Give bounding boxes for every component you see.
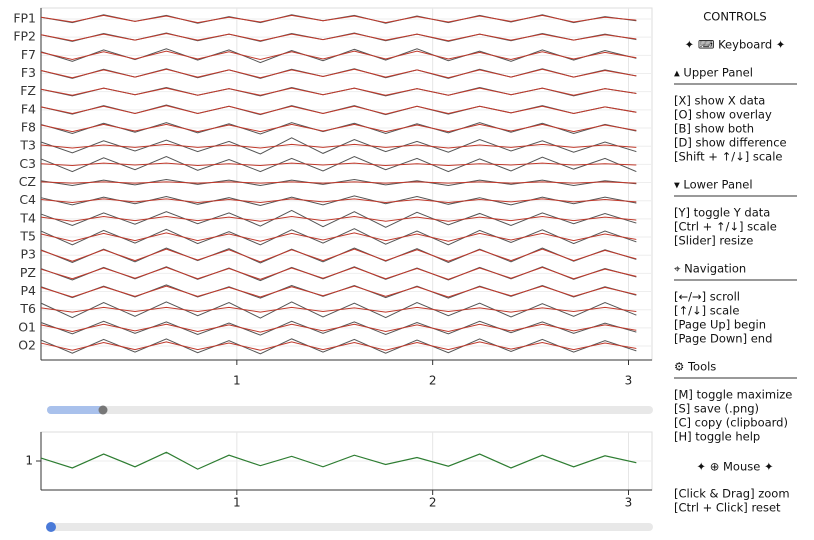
shortcut: [Ctrl + ↑/↓] scale bbox=[674, 220, 777, 234]
shortcut: [X] show X data bbox=[674, 94, 765, 108]
eeg-trace bbox=[40, 198, 637, 204]
shortcut: [Slider] resize bbox=[674, 234, 753, 248]
channel-label: CZ bbox=[19, 174, 36, 189]
x-tick-label: 1 bbox=[233, 374, 241, 388]
channel-label: O2 bbox=[18, 338, 36, 353]
eeg-trace bbox=[40, 33, 637, 42]
y-tick-label: 1 bbox=[25, 454, 33, 468]
channel-label: O1 bbox=[18, 319, 36, 334]
eeg-trace bbox=[40, 181, 637, 184]
channel-label: T3 bbox=[19, 138, 36, 153]
channel-label: FP2 bbox=[13, 29, 36, 44]
x-tick-label: 3 bbox=[625, 496, 633, 510]
eeg-trace bbox=[40, 87, 637, 96]
shortcut: [C] copy (clipboard) bbox=[674, 416, 788, 430]
channel-label: F3 bbox=[21, 65, 36, 80]
x-tick-label: 3 bbox=[625, 374, 633, 388]
channel-label: C3 bbox=[19, 156, 36, 171]
slider-fill bbox=[47, 406, 104, 414]
shortcut: [Click & Drag] zoom bbox=[674, 487, 790, 501]
eeg-trace bbox=[40, 143, 637, 149]
shortcut: [Page Down] end bbox=[674, 332, 772, 346]
shortcut: [Shift + ↑/↓] scale bbox=[674, 150, 783, 164]
eeg-trace bbox=[40, 123, 637, 133]
channel-label: P3 bbox=[21, 247, 37, 262]
channel-label: T6 bbox=[19, 301, 36, 316]
x-tick-label: 2 bbox=[429, 496, 437, 510]
channel-label: T4 bbox=[19, 210, 36, 225]
eeg-trace bbox=[40, 179, 637, 187]
shortcut: [Y] toggle Y data bbox=[674, 206, 770, 220]
slider-track[interactable] bbox=[47, 406, 653, 414]
shortcut: [D] show difference bbox=[674, 136, 787, 150]
channel-label: F8 bbox=[21, 120, 36, 135]
eeg-trace bbox=[40, 266, 637, 280]
shortcut: [Page Up] begin bbox=[674, 318, 766, 332]
section-heading: ▾ Lower Panel bbox=[674, 178, 753, 192]
shortcut: [B] show both bbox=[674, 122, 754, 136]
eeg-trace bbox=[40, 341, 637, 351]
eeg-trace bbox=[40, 228, 637, 246]
shortcut: [S] save (.png) bbox=[674, 402, 759, 416]
shortcut: [O] show overlay bbox=[674, 108, 772, 122]
channel-label: T5 bbox=[19, 229, 36, 244]
plot-area bbox=[40, 7, 653, 361]
signal-trace bbox=[40, 451, 637, 470]
shortcut: [H] toggle help bbox=[674, 430, 760, 444]
section-heading: ⌖ Navigation bbox=[674, 262, 746, 276]
eeg-trace bbox=[40, 209, 637, 228]
eeg-trace bbox=[40, 215, 637, 222]
eeg-trace bbox=[40, 14, 637, 24]
eeg-trace bbox=[40, 162, 637, 167]
channel-label: F7 bbox=[21, 47, 36, 62]
section-heading: ▴ Upper Panel bbox=[674, 66, 753, 80]
eeg-trace bbox=[40, 68, 637, 79]
eeg-trace bbox=[40, 323, 637, 333]
eeg-trace bbox=[40, 232, 637, 242]
channel-label: FP1 bbox=[13, 11, 36, 26]
shortcut: [↑/↓] scale bbox=[674, 304, 739, 318]
eeg-trace bbox=[40, 306, 637, 313]
eeg-trace bbox=[40, 105, 637, 115]
x-tick-label: 2 bbox=[429, 374, 437, 388]
eeg-trace bbox=[40, 50, 637, 61]
slider-track[interactable] bbox=[47, 523, 653, 531]
section-heading: ⚙ Tools bbox=[674, 360, 716, 374]
shortcut: [M] toggle maximize bbox=[674, 388, 792, 402]
controls-subtitle: ✦ ⌨ Keyboard ✦ bbox=[685, 38, 786, 52]
channel-label: PZ bbox=[20, 265, 36, 280]
channel-label: FZ bbox=[20, 83, 36, 98]
eeg-trace bbox=[40, 248, 637, 263]
controls-subtitle: ✦ ⊕ Mouse ✦ bbox=[696, 460, 774, 474]
channel-label: F4 bbox=[21, 101, 36, 116]
shortcut: [←/→] scroll bbox=[674, 290, 740, 304]
controls-title: CONTROLS bbox=[703, 10, 766, 24]
channel-label: P4 bbox=[21, 283, 37, 298]
channel-label: C4 bbox=[19, 192, 36, 207]
slider-thumb[interactable] bbox=[98, 405, 108, 415]
x-tick-label: 1 bbox=[233, 496, 241, 510]
shortcut: [Ctrl + Click] reset bbox=[674, 501, 781, 515]
eeg-trace bbox=[40, 137, 637, 155]
slider-thumb[interactable] bbox=[46, 522, 56, 532]
eeg-trace bbox=[40, 285, 637, 298]
